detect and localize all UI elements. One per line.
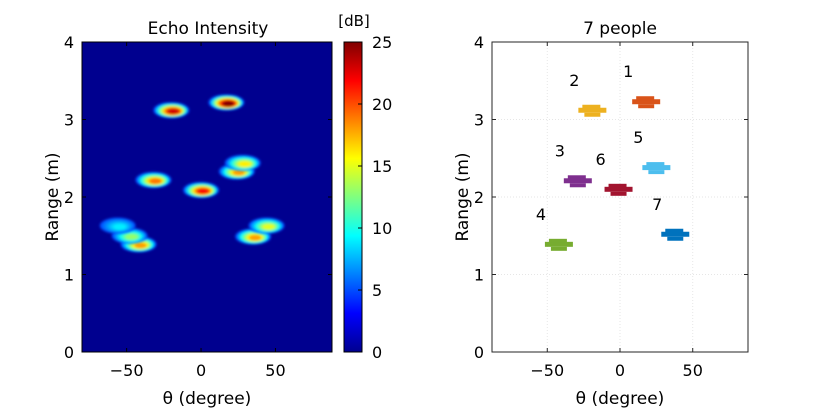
heatmap-ytick-label: 1 (64, 266, 74, 285)
heatmap-blob-layer (197, 188, 210, 195)
people-ytick-label: 2 (474, 188, 484, 207)
person-cluster-band (608, 183, 627, 188)
colorbar-tick-label: 10 (372, 219, 392, 238)
heatmap-plot-area (81, 41, 333, 353)
people-xtick-label: −50 (530, 361, 564, 380)
heatmap-blob-layer (125, 234, 138, 240)
person-cluster-band (610, 191, 627, 196)
heatmap-blob-layer (262, 224, 275, 230)
people-axes: −50 0 50 0 1 2 3 4 (474, 33, 748, 380)
people-plot-area (492, 42, 748, 352)
people-ytick-label: 0 (474, 343, 484, 362)
person-cluster-band (646, 162, 665, 167)
heatmap-ytick-label: 3 (64, 111, 74, 130)
person-marker-5: 5 (633, 128, 671, 175)
person-cluster-band (632, 99, 661, 105)
people-ytick-label: 3 (474, 111, 484, 130)
colorbar-tick-label: 15 (372, 157, 392, 176)
colorbar-gradient (343, 41, 363, 353)
person-cluster-band (544, 241, 573, 247)
person-cluster-band (661, 231, 690, 237)
person-cluster-band (642, 165, 671, 171)
person-cluster-band (604, 186, 633, 192)
person-marker-2: 2 (569, 71, 607, 117)
heatmap-blob (208, 94, 245, 111)
heatmap-blob-layer (249, 234, 262, 241)
person-label: 6 (595, 150, 605, 169)
heatmap-blob-layer (113, 224, 126, 230)
person-marker-1: 1 (623, 62, 661, 109)
person-label: 7 (652, 195, 662, 214)
person-cluster-band (567, 175, 586, 180)
people-xtick-label: 0 (615, 361, 625, 380)
people-ytick-label: 1 (474, 266, 484, 285)
person-marker-4: 4 (536, 205, 573, 251)
person-cluster-band (648, 170, 665, 175)
person-cluster-band (563, 178, 592, 184)
heatmap-blob (183, 182, 220, 199)
person-cluster-band (584, 112, 601, 117)
heatmap-blob (224, 154, 261, 171)
colorbar-tick-label: 0 (372, 343, 382, 362)
heatmap-blob (153, 102, 190, 119)
heatmap-axes: −50 0 50 0 1 2 3 4 (64, 33, 332, 380)
people-ylabel: Range (m) (453, 152, 473, 241)
heatmap-xtick-label: −50 (110, 361, 144, 380)
people-title: 7 people (583, 19, 657, 39)
person-marker-7: 7 (652, 195, 690, 241)
heatmap-blob-layer (232, 169, 245, 176)
person-cluster-band (569, 183, 586, 188)
heatmap-blobs (99, 94, 285, 253)
people-xlabel: θ (degree) (576, 389, 665, 409)
heatmap-blob-layer (238, 161, 251, 167)
colorbar-tick-label: 5 (372, 281, 382, 300)
person-cluster-band (665, 228, 684, 233)
person-cluster-band (550, 246, 567, 251)
people-markers: 1 2 3 4 5 6 7 (536, 62, 690, 251)
person-label: 3 (555, 141, 565, 160)
heatmap-title: Echo Intensity (148, 19, 269, 39)
person-label: 5 (633, 128, 643, 147)
heatmap-blob (99, 217, 136, 234)
heatmap-blob-layer (149, 178, 162, 184)
heatmap-blob (235, 228, 272, 245)
people-xtick-label: 50 (683, 361, 703, 380)
heatmap-blob (135, 171, 172, 188)
person-label: 4 (536, 205, 546, 224)
heatmap-blob-layer (167, 108, 180, 115)
person-cluster-band (582, 104, 601, 109)
person-cluster-band (578, 107, 607, 113)
person-label: 1 (623, 62, 633, 81)
people-ytick-label: 4 (474, 33, 484, 52)
person-cluster-band (667, 236, 684, 241)
person-cluster-band (638, 104, 655, 109)
heatmap-ylabel: Range (m) (43, 152, 63, 241)
heatmap-ytick-label: 4 (64, 33, 74, 52)
heatmap-xlabel: θ (degree) (163, 389, 252, 409)
colorbar-label: [dB] (338, 12, 370, 30)
heatmap-blob-layer (134, 242, 147, 249)
colorbar-tick-label: 25 (372, 33, 392, 52)
person-marker-6: 6 (595, 150, 633, 196)
person-marker-3: 3 (555, 141, 592, 188)
colorbar-tick-label: 20 (372, 95, 392, 114)
colorbar-ticks: 0 5 10 15 20 25 (358, 33, 392, 362)
heatmap-xtick-label: 0 (196, 361, 206, 380)
heatmap-blob-layer (222, 100, 235, 107)
heatmap-ytick-label: 0 (64, 343, 74, 362)
heatmap-xtick-label: 50 (265, 361, 285, 380)
colorbar: [dB] 0 5 10 15 20 25 (338, 12, 392, 362)
heatmap-blob (111, 227, 148, 244)
heatmap-blob (248, 217, 285, 234)
person-cluster-band (636, 96, 655, 101)
person-label: 2 (569, 71, 579, 90)
heatmap-ytick-label: 2 (64, 188, 74, 207)
person-cluster-band (548, 238, 567, 243)
